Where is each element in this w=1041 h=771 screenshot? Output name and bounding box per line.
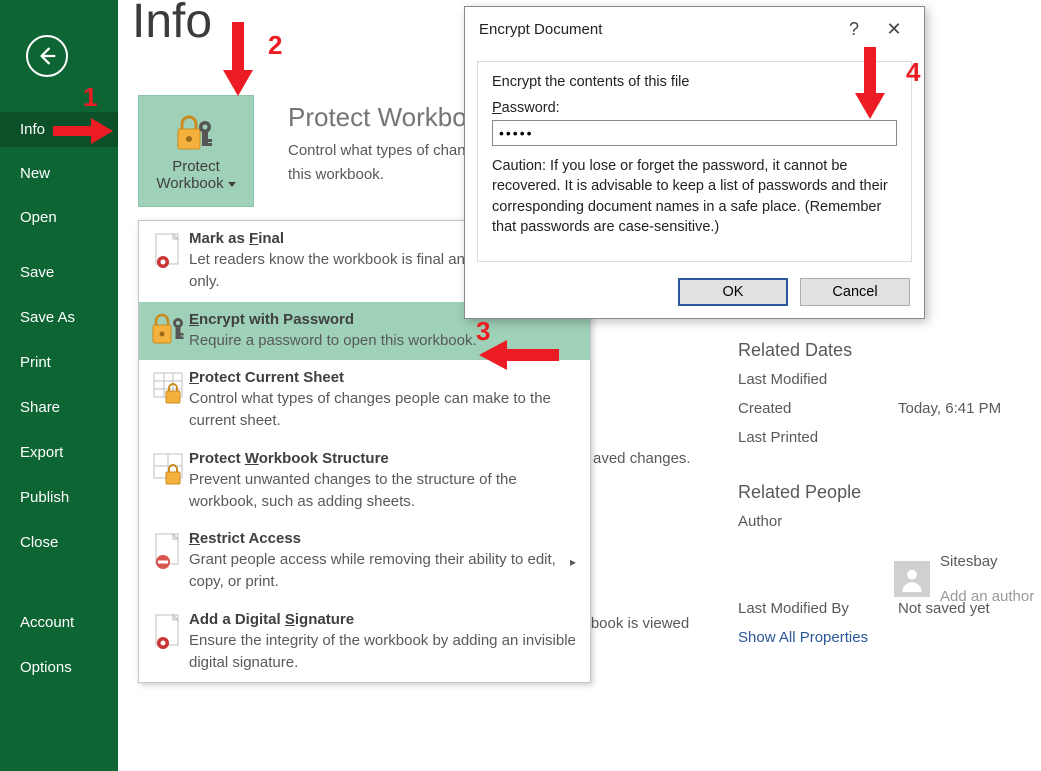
last-printed-label: Last Printed	[738, 429, 898, 446]
created-label: Created	[738, 400, 898, 417]
sidebar-item-label: New	[20, 165, 50, 182]
chevron-right-icon: ▸	[564, 555, 576, 569]
sidebar-item-close[interactable]: Close	[0, 525, 118, 560]
sidebar-item-export[interactable]: Export	[0, 435, 118, 470]
related-dates-section: Related Dates Last Modified CreatedToday…	[738, 340, 1038, 658]
sidebar-item-new[interactable]: New	[0, 156, 118, 191]
author-block: Sitesbay Add an author	[894, 553, 1034, 605]
dialog-close-button[interactable]: ✕	[880, 19, 908, 40]
protect-workbook-button[interactable]: Protect Workbook	[138, 95, 254, 207]
chevron-down-icon	[228, 175, 236, 192]
sidebar-item-saveas[interactable]: Save As	[0, 300, 118, 335]
sidebar-item-label: Save	[20, 264, 54, 281]
dialog-lead: Encrypt the contents of this file	[492, 74, 897, 90]
add-author-link[interactable]: Add an author	[940, 588, 1034, 605]
menu-item-restrict-access[interactable]: Restrict Access Grant people access while…	[139, 521, 590, 602]
page-restrict-icon	[149, 530, 189, 593]
annotation-label-2: 2	[268, 30, 282, 61]
annotation-label-4: 4	[906, 57, 920, 88]
menu-item-title: Protect Current Sheet	[189, 369, 576, 386]
grid-lock-icon	[149, 450, 189, 513]
dialog-caution: Caution: If you lose or forget the passw…	[492, 156, 897, 237]
ok-button[interactable]: OK	[678, 278, 788, 306]
page-title: Info	[132, 0, 212, 49]
sidebar-item-label: Share	[20, 399, 60, 416]
page-final-icon	[149, 230, 189, 293]
last-modified-by-label: Last Modified By	[738, 600, 898, 617]
last-modified-label: Last Modified	[738, 371, 898, 388]
sidebar-item-label: Options	[20, 659, 72, 676]
sidebar-item-print[interactable]: Print	[0, 345, 118, 380]
section-heading: Related Dates	[738, 340, 1038, 361]
sidebar-item-label: Info	[20, 121, 45, 138]
menu-item-title: Restrict Access	[189, 530, 564, 547]
back-arrow-icon	[36, 45, 58, 67]
menu-item-add-digital-signature[interactable]: Add a Digital Signature Ensure the integr…	[139, 602, 590, 683]
cancel-button[interactable]: Cancel	[800, 278, 910, 306]
show-all-properties-link[interactable]: Show All Properties	[738, 629, 898, 646]
menu-item-title: Protect Workbook Structure	[189, 450, 576, 467]
annotation-arrow-4	[855, 47, 885, 119]
annotation-arrow-2	[223, 22, 253, 96]
sidebar-item-label: Publish	[20, 489, 69, 506]
truncated-text: aved changes.	[593, 450, 691, 467]
menu-item-protect-workbook-structure[interactable]: Protect Workbook Structure Prevent unwant…	[139, 441, 590, 522]
sidebar-item-publish[interactable]: Publish	[0, 480, 118, 515]
sheet-lock-icon	[149, 369, 189, 432]
menu-item-title: Add a Digital Signature	[189, 611, 576, 628]
menu-item-desc: Ensure the integrity of the workbook by …	[189, 630, 576, 674]
password-label: Password:	[492, 100, 897, 116]
sidebar-item-save[interactable]: Save	[0, 255, 118, 290]
sidebar-item-label: Save As	[20, 309, 75, 326]
section-heading: Related People	[738, 482, 1038, 503]
menu-item-desc: Control what types of changes people can…	[189, 388, 576, 432]
sidebar-item-label: Export	[20, 444, 63, 461]
avatar-icon	[894, 561, 930, 597]
annotation-arrow-3	[479, 340, 559, 370]
sidebar-item-label: Open	[20, 209, 57, 226]
sidebar-item-account[interactable]: Account	[0, 605, 118, 640]
lock-key-icon	[149, 311, 189, 352]
sidebar-item-open[interactable]: Open	[0, 200, 118, 235]
back-button[interactable]	[26, 35, 68, 77]
author-name: Sitesbay	[940, 553, 1034, 570]
annotation-arrow-1	[53, 118, 113, 144]
dialog-body: Encrypt the contents of this file Passwo…	[477, 61, 912, 262]
sidebar-item-share[interactable]: Share	[0, 390, 118, 425]
author-label: Author	[738, 513, 898, 530]
created-value: Today, 6:41 PM	[898, 400, 1038, 417]
menu-item-protect-current-sheet[interactable]: Protect Current Sheet Control what types …	[139, 360, 590, 441]
dialog-help-button[interactable]: ?	[840, 19, 868, 40]
sidebar-item-label: Print	[20, 354, 51, 371]
dialog-title: Encrypt Document	[479, 21, 602, 38]
protect-button-label: Protect Workbook	[156, 158, 235, 193]
annotation-label-1: 1	[83, 82, 97, 113]
menu-item-desc: Grant people access while removing their…	[189, 549, 564, 593]
page-signature-icon	[149, 611, 189, 674]
lock-key-icon	[174, 110, 218, 156]
sidebar-item-label: Close	[20, 534, 58, 551]
sidebar-item-options[interactable]: Options	[0, 650, 118, 685]
sidebar-item-label: Account	[20, 614, 74, 631]
backstage-sidebar: Info New Open Save Save As Print Share E…	[0, 0, 118, 771]
menu-item-desc: Prevent unwanted changes to the structur…	[189, 469, 576, 513]
password-input[interactable]	[492, 120, 897, 146]
